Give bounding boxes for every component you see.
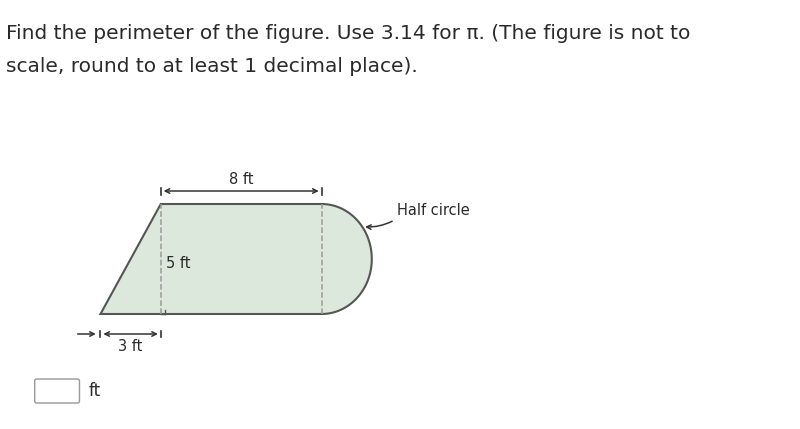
Text: Half circle: Half circle <box>398 203 470 218</box>
Text: scale, round to at least 1 decimal place).: scale, round to at least 1 decimal place… <box>6 57 418 76</box>
Text: 8 ft: 8 ft <box>229 172 254 187</box>
Polygon shape <box>101 204 372 314</box>
Text: Find the perimeter of the figure. Use 3.14 for π. (The figure is not to: Find the perimeter of the figure. Use 3.… <box>6 24 690 43</box>
FancyBboxPatch shape <box>34 379 79 403</box>
Text: 3 ft: 3 ft <box>118 339 143 354</box>
Text: 5 ft: 5 ft <box>166 256 190 271</box>
Text: ft: ft <box>89 382 101 400</box>
